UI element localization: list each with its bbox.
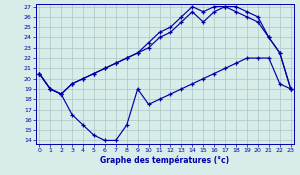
X-axis label: Graphe des températures (°c): Graphe des températures (°c) [100,155,230,165]
